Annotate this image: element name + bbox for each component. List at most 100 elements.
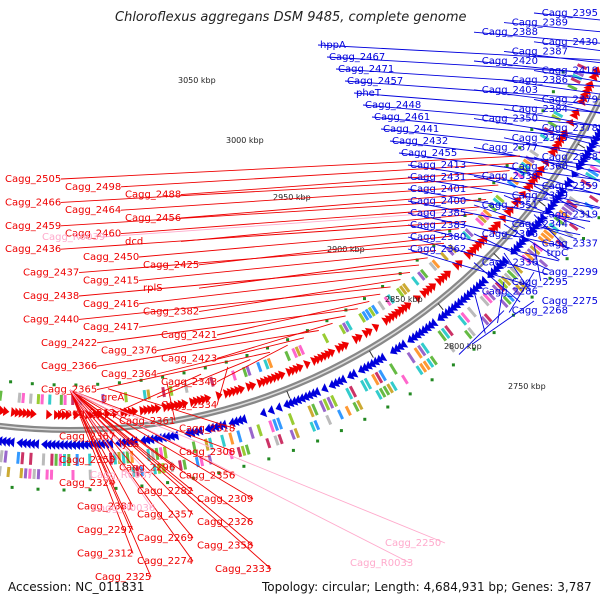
feature-segment [512,286,522,297]
reverse-gene-arrow [150,404,158,415]
forward-gene-arrow [196,425,204,436]
gene-label-rna: Cagg_R0033 [350,558,413,569]
leader-line [69,389,272,570]
feature-segment [16,451,21,464]
gene-label-forward: Cagg_2395 [542,8,598,19]
leader-line [60,199,487,227]
leader-line [407,236,548,275]
feature-segment [345,387,354,400]
leader-line [69,389,194,562]
feature-segment [563,202,576,213]
feature-segment [540,232,552,243]
forward-gene-arrow [168,431,175,441]
leader-line [120,162,516,188]
feature-segment [568,195,581,206]
feature-segment [576,63,588,71]
leader-line [180,213,474,242]
feature-segment [358,312,366,323]
feature-segment [291,347,299,359]
feature-segment [276,417,284,430]
forward-gene-arrow [393,343,402,353]
gene-label-reverse: Cagg_2437 [23,268,79,279]
gene-label-reverse: Cagg_2436 [5,244,61,255]
leader-line [180,170,510,196]
forward-gene-arrow [577,159,587,168]
leader-line [69,389,194,515]
feature-segment [543,229,555,240]
leader-line [78,264,420,297]
track-marker [10,485,14,489]
forward-gene-arrow [437,313,446,321]
track-marker [30,382,34,386]
feature-segment [428,261,438,272]
feature-segment [228,432,235,445]
track-marker [530,295,534,299]
tick-mark [493,253,500,260]
gene-label-reverse: Cagg_2309 [197,494,253,505]
gene-label-reverse: lysS [119,439,139,450]
feature-segment [63,394,67,406]
gene-label-rna: Cagg_2250 [385,538,441,549]
tick-marks: 3050 kbp 3000 kbp 2950 kbp 2900 kbp 2850 kbp… [178,76,586,399]
feature-segment [580,178,593,188]
leader-line [69,389,236,453]
reverse-gene-arrow [30,408,37,419]
forward-gene-arrow [65,440,72,451]
feature-segment [512,263,524,274]
feature-segment [464,228,474,238]
gene-label-forward: Cagg_2431 [410,172,466,183]
forward-gene-arrow [78,439,85,450]
gene-label-reverse: Cagg_2282 [137,486,193,497]
forward-gene-arrow [24,438,32,449]
leader-line [138,228,460,258]
gene-label-forward: Cagg_2448 [365,100,421,111]
reverse-gene-arrow [578,94,588,103]
forward-gene-arrow [414,330,422,339]
track-marker [96,382,100,386]
forward-gene-arrow [259,407,268,418]
forward-gene-arrow [94,439,101,450]
leader-line [138,271,411,305]
forward-gene-arrow [496,261,505,270]
gene-label-forward: Cagg_2337 [542,238,598,249]
feature-segment [182,459,188,470]
feature-segment [268,420,275,433]
tick-mark [286,390,291,399]
gene-label-reverse: Cagg_2440 [23,314,79,325]
gene-label-forward: Cagg_2345 [512,133,568,144]
feature-segment [220,434,227,447]
track-marker [541,109,545,113]
leader-line [380,128,600,153]
reverse-gene-arrow [371,323,380,333]
track-marker [463,214,467,217]
feature-segment [529,149,540,158]
feature-segment [322,398,331,411]
reverse-gene-arrow [226,388,234,398]
leader-line [198,279,401,313]
feature-segment [460,311,471,324]
reverse-gene-arrow [196,395,204,406]
feature-segment [547,120,558,129]
leader-line [407,200,581,236]
forward-gene-arrow [453,300,462,308]
reverse-gene-arrow [285,367,293,378]
track-marker [597,216,600,220]
feature-segment [426,357,435,368]
track-marker [530,128,534,131]
reverse-gene-arrow [143,405,150,416]
gene-label-forward: Cagg_2351 [482,200,538,211]
leader-line [533,12,600,21]
leader-line [69,389,254,546]
forward-gene-arrow [424,322,432,331]
reverse-gene-arrow [419,290,427,299]
gene-label-forward: Cagg_2330 [482,171,538,182]
feature-segment [204,438,210,451]
feature-segment [437,330,448,342]
tick-mark [577,143,586,149]
feature-segment [371,373,380,386]
forward-gene-arrow [192,426,200,437]
track-marker [203,366,207,370]
forward-gene-arrow [188,427,196,437]
leader-line [69,389,134,554]
feature-segment [444,325,454,337]
